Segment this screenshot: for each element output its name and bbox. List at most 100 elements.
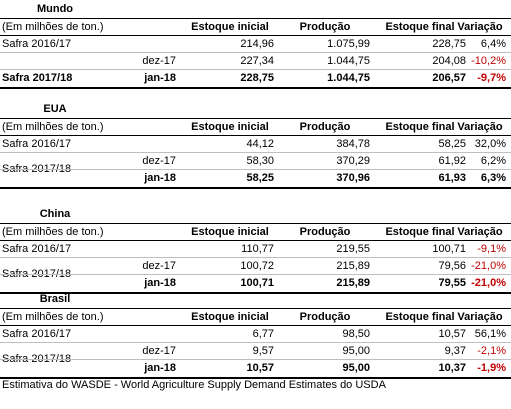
cell: 61,93	[438, 171, 466, 184]
cell: 215,89	[336, 276, 370, 289]
rule	[0, 52, 511, 53]
cell: 228,75	[432, 37, 466, 50]
column-header: Produção	[299, 225, 351, 238]
unit-label: (Em milhões de ton.)	[2, 225, 104, 238]
rule	[0, 35, 511, 36]
cell: 1.044,75	[327, 54, 370, 67]
cell: 10,57	[438, 327, 466, 340]
sub-label: jan-18	[144, 361, 176, 374]
cell: 6,2%	[480, 154, 506, 167]
sub-label: dez-17	[142, 344, 176, 357]
cell: 1.075,99	[327, 37, 370, 50]
column-header: Estoque final	[385, 310, 455, 323]
column-header: Estoque inicial	[191, 225, 269, 238]
cell: 370,96	[336, 171, 370, 184]
column-header: Variação	[457, 120, 503, 133]
cell: 58,25	[438, 137, 466, 150]
rule	[0, 342, 511, 343]
rule	[0, 223, 511, 224]
rule	[0, 18, 511, 19]
section-title: Brasil	[39, 293, 71, 305]
cell: 56,1%	[474, 327, 506, 340]
cell: 100,71	[240, 276, 274, 289]
cell: -9,7%	[477, 71, 506, 84]
cell: 6,3%	[480, 171, 506, 184]
cell: -2,1%	[477, 344, 506, 357]
cell: 32,0%	[474, 137, 506, 150]
cell: 9,37	[444, 344, 466, 357]
sub-label: dez-17	[142, 259, 176, 272]
footnote: Estimativa do WASDE - World Agriculture …	[2, 379, 386, 391]
rule	[0, 257, 511, 258]
cell: 58,30	[246, 154, 274, 167]
row-label: Safra 2016/17	[2, 327, 72, 340]
cell: 79,55	[438, 276, 466, 289]
rule	[0, 274, 511, 275]
cell: 206,57	[432, 71, 466, 84]
cell: 9,57	[252, 344, 274, 357]
cell: -21,0%	[471, 276, 506, 289]
sub-label: jan-18	[144, 171, 176, 184]
column-header: Estoque final	[385, 20, 455, 33]
cell: 100,71	[432, 242, 466, 255]
unit-label: (Em milhões de ton.)	[2, 310, 104, 323]
column-header: Variação	[457, 225, 503, 238]
rule	[0, 135, 511, 136]
column-header: Estoque final	[385, 225, 455, 238]
cell: 384,78	[336, 137, 370, 150]
column-header: Produção	[299, 310, 351, 323]
row-label: Safra 2016/17	[2, 137, 72, 150]
sub-label: jan-18	[144, 276, 176, 289]
unit-label: (Em milhões de ton.)	[2, 20, 104, 33]
section-title: China	[39, 208, 71, 220]
cell: 204,08	[432, 54, 466, 67]
row-label: Safra 2016/17	[2, 37, 72, 50]
sub-label: jan-18	[144, 71, 176, 84]
cell: 110,77	[241, 242, 274, 255]
column-header: Variação	[457, 310, 503, 323]
cell: 95,00	[342, 361, 370, 374]
cell: 58,25	[246, 171, 274, 184]
cell: 214,96	[240, 37, 274, 50]
cell: 219,55	[336, 242, 370, 255]
unit-label: (Em milhões de ton.)	[2, 120, 104, 133]
row-label: Safra 2016/17	[2, 242, 72, 255]
column-header: Produção	[299, 120, 351, 133]
rule	[0, 377, 511, 379]
row-label: Safra 2017/18	[2, 71, 73, 84]
column-header: Produção	[299, 20, 351, 33]
cell: 10,37	[438, 361, 466, 374]
rule	[0, 152, 511, 153]
cell: 79,56	[438, 259, 466, 272]
section-title: EUA	[43, 103, 67, 115]
cell: 98,50	[342, 327, 370, 340]
column-header: Estoque inicial	[191, 20, 269, 33]
cell: 95,00	[342, 344, 370, 357]
cell: 10,57	[246, 361, 274, 374]
column-header: Estoque inicial	[191, 120, 269, 133]
sub-label: dez-17	[142, 154, 176, 167]
column-header: Estoque inicial	[191, 310, 269, 323]
cell: 6,4%	[480, 37, 506, 50]
cell: -9,1%	[477, 242, 506, 255]
rule	[0, 69, 511, 70]
cell: 370,29	[336, 154, 370, 167]
rule	[0, 87, 511, 89]
sub-label: dez-17	[142, 54, 176, 67]
cell: -1,9%	[477, 361, 506, 374]
rule	[0, 359, 511, 360]
cell: 6,77	[252, 327, 274, 340]
rule	[0, 118, 511, 119]
rule	[0, 187, 511, 189]
cell: 100,72	[240, 259, 274, 272]
rule	[0, 169, 511, 170]
cell: 215,89	[336, 259, 370, 272]
rule	[0, 240, 511, 241]
cell: 227,34	[240, 54, 274, 67]
rule	[0, 292, 511, 294]
cell: 44,12	[246, 137, 274, 150]
column-header: Variação	[457, 20, 503, 33]
rule	[0, 308, 511, 309]
cell: 228,75	[240, 71, 274, 84]
